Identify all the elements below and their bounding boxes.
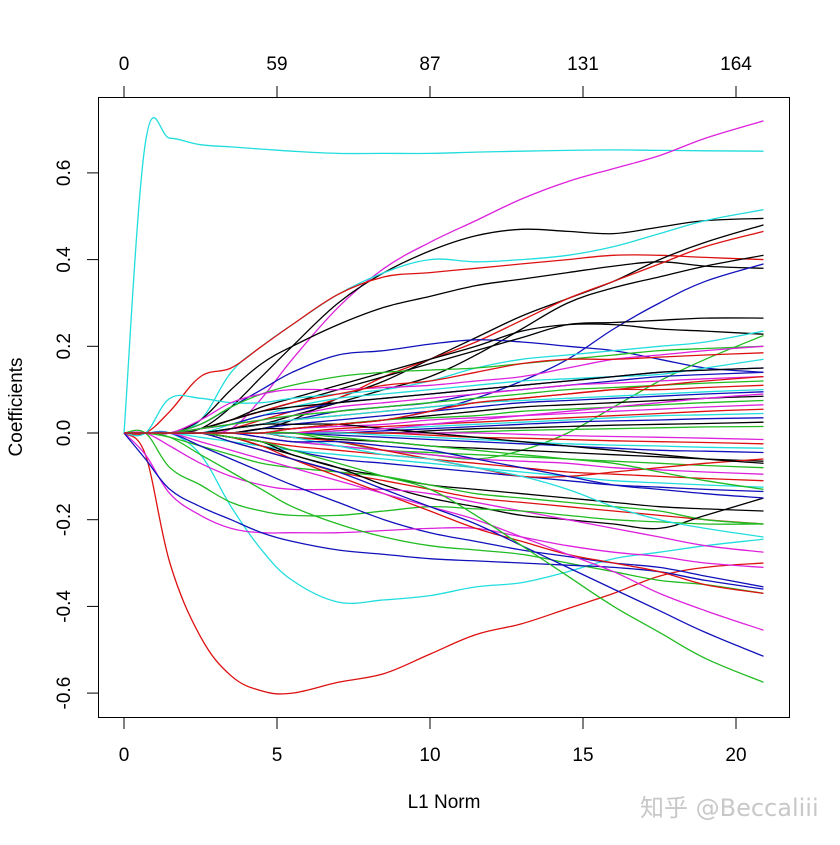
- coefficient-path-v7: [123, 254, 764, 436]
- watermark: 知乎 @Beccaliii: [640, 794, 819, 822]
- coefficient-path-v54: [123, 431, 764, 588]
- coefficient-paths: [123, 117, 764, 695]
- x-axis-label: L1 Norm: [408, 792, 481, 813]
- y-tick-label: -0.2: [54, 503, 75, 536]
- top-tick-label: 164: [720, 54, 752, 75]
- x-axis-top: 0 59 87 131 164: [119, 54, 752, 98]
- y-tick-label: 0.0: [54, 420, 75, 446]
- y-tick-label: -0.6: [54, 677, 75, 710]
- coefficient-path-v19: [123, 345, 764, 435]
- x-tick-label: 15: [572, 745, 593, 766]
- coefficient-path-v46: [123, 431, 764, 488]
- coefficient-path-v59: [123, 431, 764, 631]
- y-tick-label: 0.6: [54, 160, 75, 186]
- x-tick-label: 10: [419, 745, 440, 766]
- y-tick-label: -0.4: [54, 590, 75, 623]
- coefficient-path-v1: [123, 117, 764, 434]
- plot-frame: [98, 97, 790, 718]
- top-tick-label: 131: [567, 54, 599, 75]
- coefficient-path-v63: [123, 431, 764, 538]
- coefficient-path-v11: [123, 254, 764, 435]
- y-tick-label: 0.4: [54, 246, 75, 273]
- top-tick-label: 59: [266, 54, 287, 75]
- coefficient-path-v53: [123, 429, 764, 525]
- x-tick-label: 20: [725, 745, 746, 766]
- x-tick-label: 5: [272, 745, 283, 766]
- coefficient-path-v16: [123, 330, 764, 437]
- coefficient-path-v2: [123, 120, 764, 435]
- x-axis-bottom: 0 5 10 15 20: [119, 717, 747, 766]
- coefficient-path-v4: [123, 430, 764, 605]
- coefficient-path-v3: [123, 432, 764, 695]
- coefficient-path-v57: [123, 432, 764, 590]
- y-axis-left: -0.6 -0.4 -0.2 0.0 0.2 0.4 0.6: [54, 160, 99, 710]
- coefficient-path-v26: [123, 380, 764, 435]
- coefficient-path-v8: [123, 261, 764, 435]
- coefficient-path-v6: [123, 209, 764, 435]
- x-tick-label: 0: [119, 745, 130, 766]
- coefficient-path-v18: [123, 345, 764, 435]
- coefficient-path-v56: [123, 431, 764, 595]
- top-tick-label: 0: [119, 54, 130, 75]
- y-axis-label: Coefficients: [6, 358, 27, 457]
- coefficient-path-v55: [123, 432, 764, 569]
- top-tick-label: 87: [419, 54, 440, 75]
- coefficient-path-v68: [123, 375, 764, 435]
- y-tick-label: 0.2: [54, 333, 75, 359]
